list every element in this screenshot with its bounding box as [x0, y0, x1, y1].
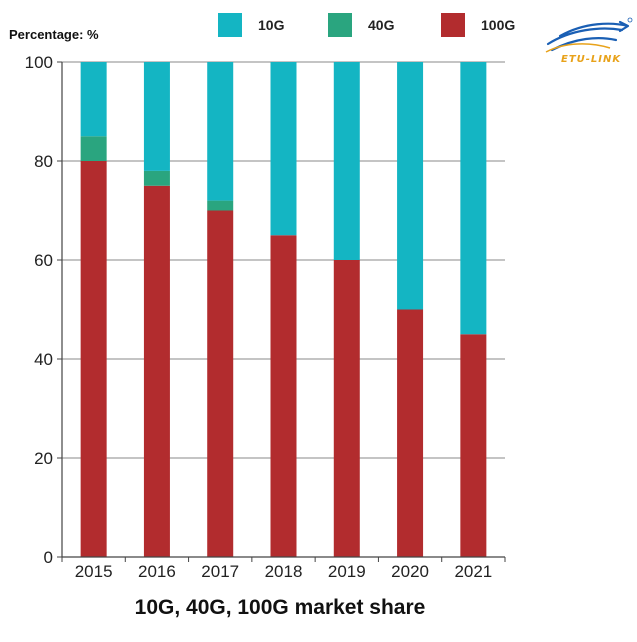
- legend-swatch-40G: [328, 13, 352, 37]
- y-tick-label: 60: [34, 251, 53, 270]
- bar-40G-2017: [207, 200, 234, 211]
- y-tick-label: 20: [34, 449, 53, 468]
- bar-40G-2016: [143, 170, 170, 186]
- x-tick-label: 2017: [201, 562, 239, 581]
- x-tick-label: 2020: [391, 562, 429, 581]
- y-tick-label: 0: [44, 548, 53, 567]
- registered-mark-icon: [627, 17, 633, 23]
- legend-swatch-10G: [218, 13, 242, 37]
- bar-10G-2015: [80, 62, 107, 137]
- y-axis-label: Percentage: %: [9, 27, 99, 42]
- bar-100G-2017: [207, 210, 234, 557]
- legend-swatch-100G: [441, 13, 465, 37]
- y-tick-label: 80: [34, 152, 53, 171]
- y-tick-label: 40: [34, 350, 53, 369]
- bar-10G-2016: [143, 62, 170, 171]
- axes: [61, 62, 505, 558]
- bar-10G-2019: [333, 62, 360, 260]
- brand-logo: ETU-LINK: [545, 17, 633, 65]
- bar-10G-2017: [207, 62, 234, 201]
- bar-100G-2015: [80, 161, 107, 557]
- legend-label-40G: 40G: [368, 17, 395, 33]
- x-tick-label: 2019: [328, 562, 366, 581]
- chart-title: 10G, 40G, 100G market share: [135, 596, 426, 619]
- x-tick-label: 2018: [265, 562, 303, 581]
- x-tick-label: 2016: [138, 562, 176, 581]
- y-tick-label: 100: [25, 53, 53, 72]
- legend-label-10G: 10G: [258, 17, 285, 33]
- swoosh-arrow-logo-icon: [546, 20, 630, 52]
- logo-text: ETU-LINK: [561, 54, 621, 65]
- x-tick-labels: 2015 2016 2017 2018 2019 2020 2021: [61, 557, 506, 581]
- bar-10G-2018: [270, 62, 297, 236]
- y-tick-labels: 0 20 40 60 80 100: [25, 53, 53, 567]
- bar-100G-2019: [333, 260, 360, 557]
- bar-10G-2021: [460, 62, 487, 335]
- bar-40G-2015: [80, 136, 107, 161]
- bars: [80, 62, 487, 557]
- bar-100G-2021: [460, 334, 487, 557]
- legend: 10G 40G 100G: [218, 13, 515, 37]
- bar-100G-2016: [143, 185, 170, 557]
- bar-10G-2020: [397, 62, 424, 310]
- legend-label-100G: 100G: [481, 17, 515, 33]
- x-tick-label: 2015: [75, 562, 113, 581]
- swoosh-accent-icon: [545, 43, 611, 53]
- x-tick-label: 2021: [454, 562, 492, 581]
- bar-100G-2020: [397, 309, 424, 557]
- bar-100G-2018: [270, 235, 297, 557]
